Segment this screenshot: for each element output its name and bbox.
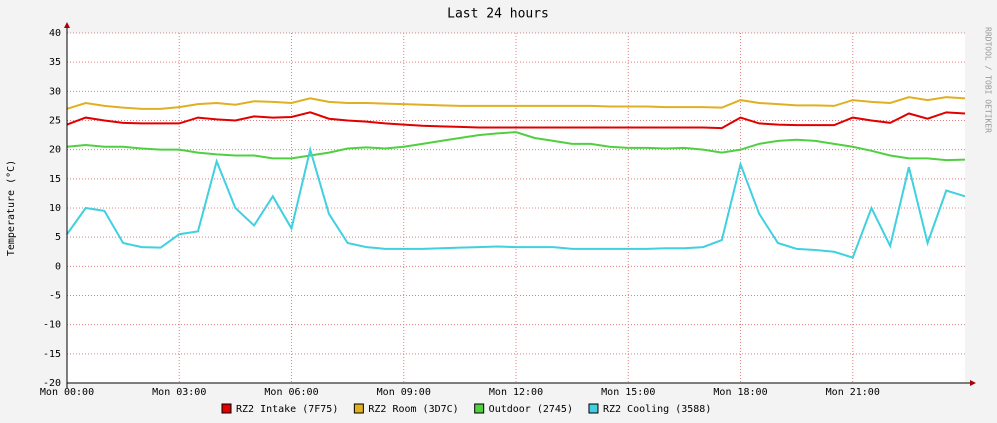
watermark: RRDTOOL / TOBI OETIKER bbox=[984, 27, 993, 133]
y-tick-label: 5 bbox=[55, 232, 61, 243]
legend-label: RZ2 Cooling (3588) bbox=[603, 404, 711, 415]
x-tick-label: Mon 15:00 bbox=[601, 387, 655, 398]
legend-label: RZ2 Room (3D7C) bbox=[368, 404, 458, 415]
y-tick-label: 20 bbox=[49, 145, 61, 156]
legend-swatch bbox=[353, 403, 364, 414]
y-arrow bbox=[64, 22, 70, 28]
y-tick-label: 40 bbox=[49, 28, 61, 39]
y-tick-label: -20 bbox=[43, 378, 61, 389]
x-tick-label: Mon 12:00 bbox=[489, 387, 543, 398]
legend-label: RZ2 Intake (7F75) bbox=[236, 404, 338, 415]
legend-label: Outdoor (2745) bbox=[489, 404, 573, 415]
x-tick-label: Mon 18:00 bbox=[713, 387, 767, 398]
series-line bbox=[66, 131, 966, 162]
x-arrow bbox=[970, 380, 976, 386]
y-tick-label: -10 bbox=[43, 320, 61, 331]
series-line bbox=[66, 111, 966, 130]
x-tick-label: Mon 21:00 bbox=[826, 387, 880, 398]
chart-title: Last 24 hours bbox=[447, 7, 549, 22]
series-line bbox=[66, 96, 966, 110]
x-tick-label: Mon 09:00 bbox=[377, 387, 431, 398]
x-tick-label: Mon 03:00 bbox=[152, 387, 206, 398]
legend-swatch bbox=[474, 403, 485, 414]
legend-swatch bbox=[221, 403, 232, 414]
series-line bbox=[66, 145, 966, 259]
y-axis-label: Temperature (°C) bbox=[6, 160, 17, 256]
y-tick-label: 30 bbox=[49, 86, 61, 97]
legend-swatch bbox=[588, 403, 599, 414]
y-tick-label: -15 bbox=[43, 349, 61, 360]
x-tick-label: Mon 00:00 bbox=[40, 387, 94, 398]
x-tick-label: Mon 06:00 bbox=[264, 387, 318, 398]
y-tick-label: -5 bbox=[49, 291, 61, 302]
y-tick-label: 25 bbox=[49, 116, 61, 127]
y-tick-label: 10 bbox=[49, 203, 61, 214]
y-tick-label: 15 bbox=[49, 174, 61, 185]
y-tick-label: 35 bbox=[49, 57, 61, 68]
y-tick-label: 0 bbox=[55, 261, 61, 272]
